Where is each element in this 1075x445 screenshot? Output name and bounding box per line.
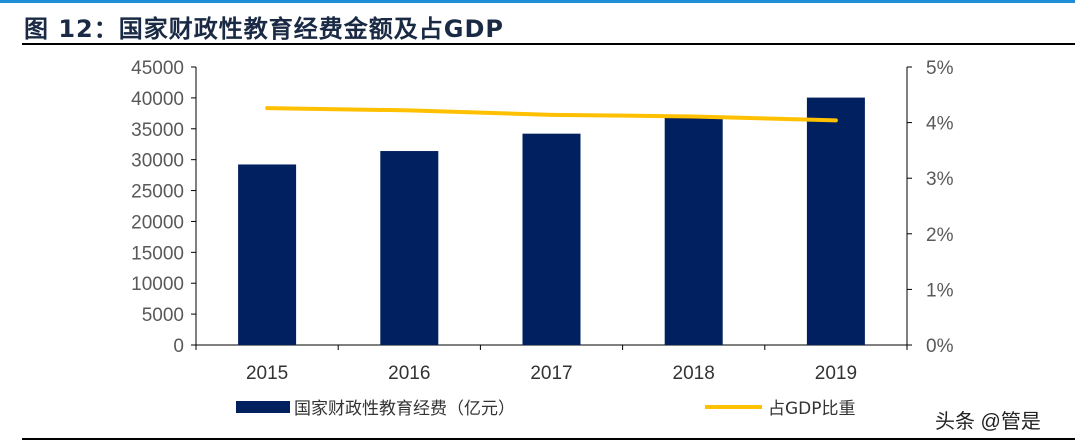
- top-accent-line: [0, 0, 1075, 3]
- bar-2017: [522, 133, 581, 345]
- left-tick-label: 15000: [131, 243, 184, 264]
- chart-title: 图 12：国家财政性教育经费金额及占GDP: [24, 15, 504, 43]
- legend-bar-label: 国家财政性教育经费（亿元）: [294, 399, 515, 419]
- x-tick-label: 2017: [530, 363, 572, 384]
- left-tick-label: 5000: [142, 305, 184, 326]
- right-tick-label: 1%: [926, 280, 954, 301]
- left-tick-label: 35000: [131, 120, 184, 141]
- line-series: [265, 106, 838, 123]
- bottom-rule: [22, 438, 1075, 440]
- right-tick-label: 2%: [926, 225, 954, 246]
- legend-bar-swatch: [236, 401, 290, 413]
- x-tick-label: 2018: [673, 363, 715, 384]
- left-tick-label: 45000: [131, 58, 184, 79]
- x-tick-label: 2019: [815, 363, 857, 384]
- bar-2019: [806, 97, 865, 345]
- bar-2018: [664, 116, 723, 345]
- left-tick-label: 40000: [131, 89, 184, 110]
- right-tick-label: 4%: [926, 114, 954, 135]
- right-tick-label: 3%: [926, 169, 954, 190]
- left-tick-label: 20000: [131, 212, 184, 233]
- legend-line-label: 占GDP比重: [768, 399, 856, 419]
- watermark: 头条 @管是: [935, 411, 1041, 433]
- left-tick-label: 25000: [131, 182, 184, 203]
- right-tick-label: 0%: [926, 336, 954, 357]
- title-rule: [22, 43, 1075, 45]
- left-tick-label: 10000: [131, 274, 184, 295]
- right-tick-label: 5%: [926, 58, 954, 79]
- bar-2016: [380, 151, 439, 345]
- bar-2015: [238, 164, 297, 345]
- left-tick-label: 30000: [131, 151, 184, 172]
- x-tick-label: 2015: [246, 363, 288, 384]
- left-tick-label: 0: [173, 336, 184, 357]
- x-tick-label: 2016: [388, 363, 430, 384]
